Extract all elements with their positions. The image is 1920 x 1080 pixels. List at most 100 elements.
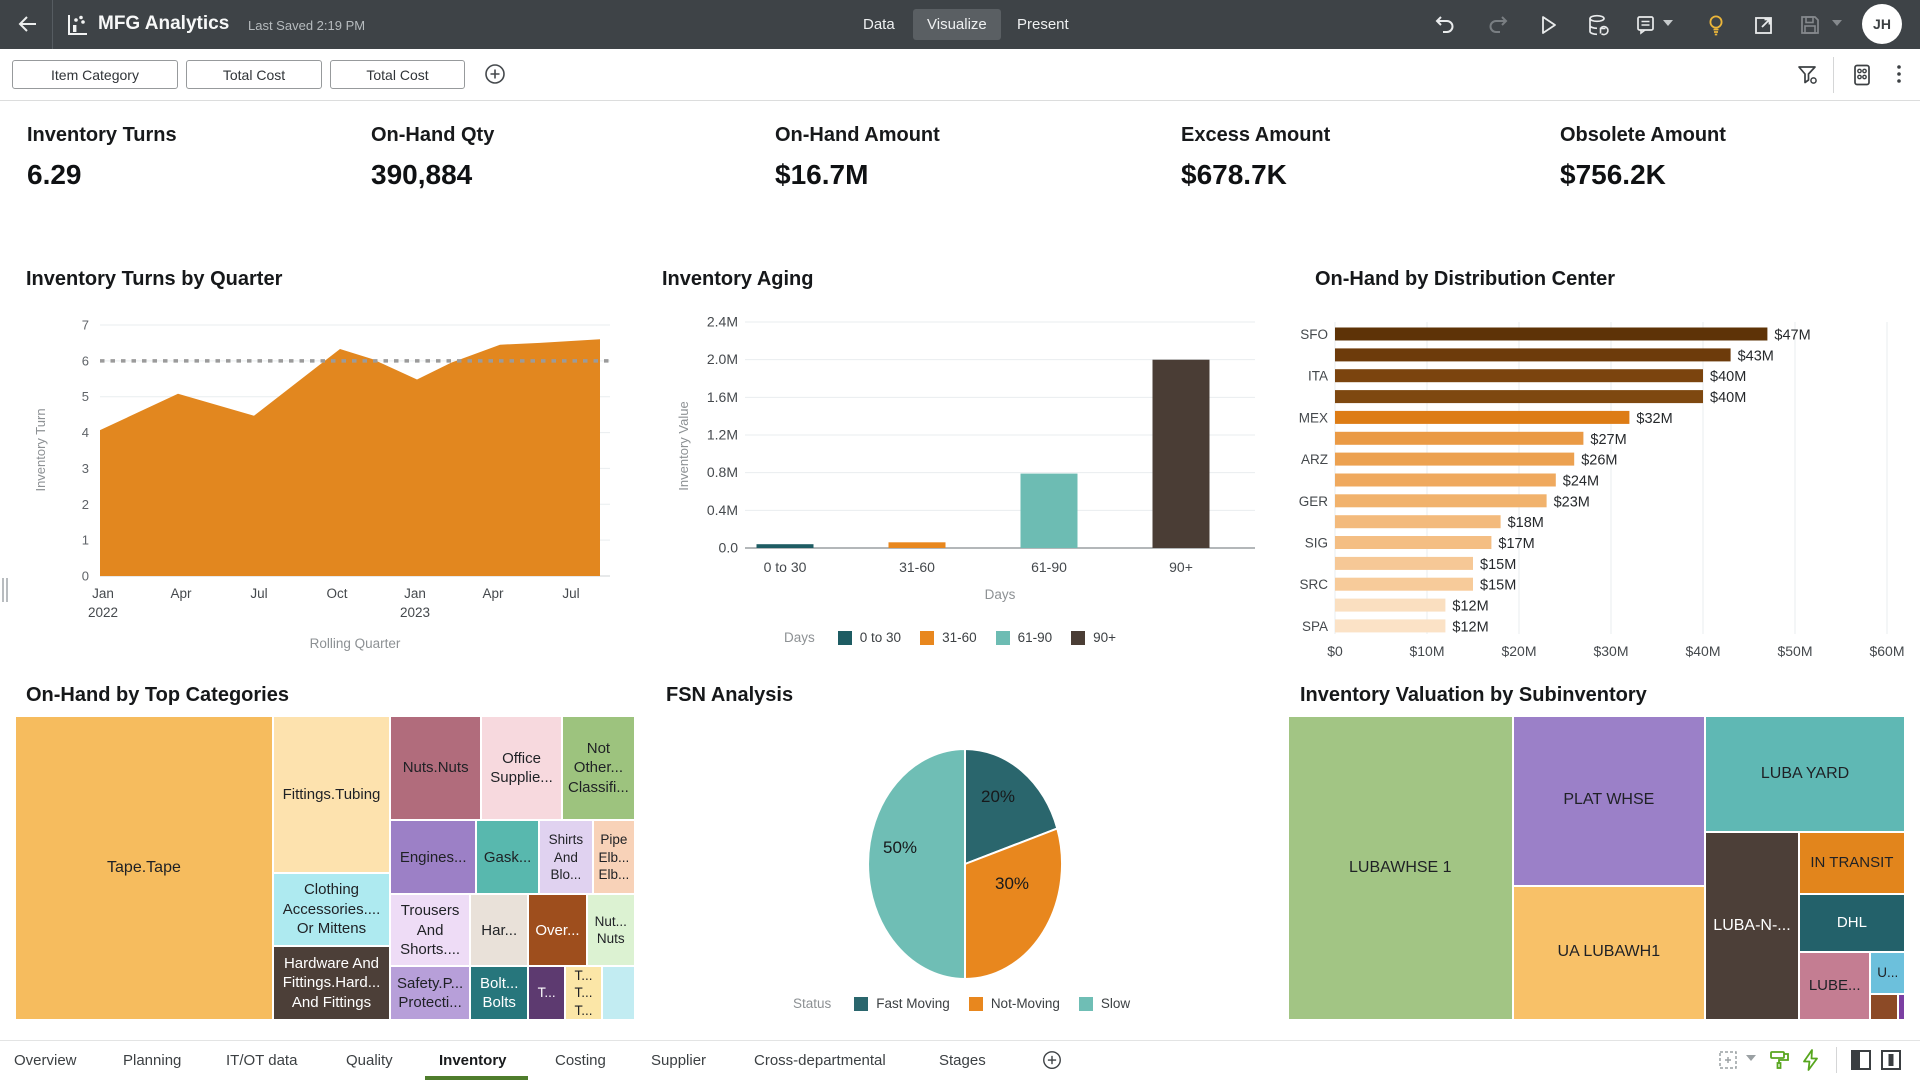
treemap-tile-nut-nuts[interactable]: Nut... Nuts xyxy=(586,894,635,967)
insights-lightbulb-icon[interactable] xyxy=(1704,13,1728,37)
dc-bar-5[interactable] xyxy=(1335,431,1584,445)
canvas-tab-planning[interactable]: Planning xyxy=(123,1041,181,1079)
save-caret-icon[interactable] xyxy=(1832,20,1842,26)
aging-bar-0-to-30[interactable] xyxy=(756,544,814,548)
dc-bar-10[interactable] xyxy=(1335,536,1492,549)
canvas-tab-overview[interactable]: Overview xyxy=(14,1041,77,1079)
canvas-layout-icon[interactable] xyxy=(1716,1048,1740,1072)
treemap-tile-lubawhse-1[interactable]: LUBAWHSE 1 xyxy=(1288,716,1513,1020)
pie-slice-not-moving[interactable] xyxy=(964,827,1064,981)
avatar[interactable]: JH xyxy=(1862,4,1902,44)
dc-bar-11[interactable] xyxy=(1335,556,1473,570)
treemap-tile-tape-tape[interactable]: Tape.Tape xyxy=(15,716,273,1020)
svg-text:Days: Days xyxy=(985,587,1016,602)
dc-bar-3[interactable] xyxy=(1335,390,1703,404)
canvas-layout-caret-icon[interactable] xyxy=(1746,1055,1756,1061)
dc-bar-13[interactable] xyxy=(1335,598,1446,612)
filter-chip-total-cost-2[interactable]: Total Cost xyxy=(330,60,465,89)
filter-settings-icon[interactable] xyxy=(1795,62,1821,88)
canvas-tab-cross-departmental[interactable]: Cross-departmental xyxy=(754,1041,886,1079)
treemap-tile-bolt-bolts[interactable]: Bolt... Bolts xyxy=(470,966,529,1020)
tab-present[interactable]: Present xyxy=(1003,9,1083,40)
treemap-tile-in-transit[interactable]: IN TRANSIT xyxy=(1798,832,1905,894)
back-icon[interactable] xyxy=(14,11,42,39)
preview-play-icon[interactable] xyxy=(1536,13,1560,37)
treemap-tile-engines[interactable]: Engines... xyxy=(390,820,477,895)
dc-bar-0[interactable] xyxy=(1335,327,1768,341)
undo-icon[interactable] xyxy=(1433,13,1457,37)
canvas-tab-inventory[interactable]: Inventory xyxy=(439,1041,507,1079)
treemap-tile-ua-lubawh1[interactable]: UA LUBAWH1 xyxy=(1512,885,1706,1020)
canvas-tab-quality[interactable]: Quality xyxy=(346,1041,393,1079)
right-panel-toggle-icon[interactable] xyxy=(1879,1048,1903,1072)
dc-bar-1[interactable] xyxy=(1335,348,1731,362)
panel-resize-handle[interactable] xyxy=(2,578,10,602)
tab-data[interactable]: Data xyxy=(849,9,909,40)
filter-chip-total-cost-1[interactable]: Total Cost xyxy=(186,60,322,89)
canvas-properties-icon[interactable] xyxy=(1849,62,1875,88)
canvas-tab-costing[interactable]: Costing xyxy=(555,1041,606,1079)
treemap-tile-t-t-t[interactable]: T... T... T... xyxy=(564,966,603,1020)
aging-bar-61-90[interactable] xyxy=(1020,473,1078,548)
treemap-tile-har[interactable]: Har... xyxy=(470,894,529,967)
treemap-tile-over[interactable]: Over... xyxy=(528,894,587,967)
save-icon[interactable] xyxy=(1798,13,1822,37)
chart-title-inventory-aging: Inventory Aging xyxy=(662,268,814,290)
treemap-tile-plat-whse[interactable]: PLAT WHSE xyxy=(1512,716,1706,886)
dc-bar-9[interactable] xyxy=(1335,515,1501,529)
aging-bar-31-60[interactable] xyxy=(888,542,946,548)
canvas-tab-stages[interactable]: Stages xyxy=(939,1041,986,1079)
tab-visualize[interactable]: Visualize xyxy=(913,9,1001,40)
dc-bar-8[interactable] xyxy=(1335,494,1547,508)
comments-icon[interactable] xyxy=(1634,13,1658,37)
treemap-tile-t[interactable]: T... xyxy=(528,966,565,1020)
treemap-tile-trousers-and-shorts[interactable]: Trousers And Shorts.... xyxy=(390,894,471,967)
treemap-tile-dhl[interactable]: DHL xyxy=(1798,893,1905,953)
dc-bar-14[interactable] xyxy=(1335,619,1446,633)
filter-chip-item-category[interactable]: Item Category xyxy=(12,60,178,89)
dc-bar-6[interactable] xyxy=(1335,452,1575,466)
comments-caret-icon[interactable] xyxy=(1663,20,1673,26)
dc-bar-7[interactable] xyxy=(1335,473,1556,487)
format-brush-icon[interactable] xyxy=(1768,1048,1792,1072)
treemap-tile-shirts-and-blo[interactable]: Shirts And Blo... xyxy=(538,820,593,895)
dc-bar-4[interactable] xyxy=(1335,410,1630,424)
treemap-tile-gask[interactable]: Gask... xyxy=(476,820,539,895)
treemap-tile-nuts-nuts[interactable]: Nuts.Nuts xyxy=(390,716,482,821)
treemap-tile-luba-n[interactable]: LUBA-N-... xyxy=(1705,832,1799,1020)
add-filter-icon[interactable] xyxy=(482,62,508,88)
treemap-tile-not-other-classifi[interactable]: Not Other... Classifi... xyxy=(561,716,635,821)
treemap-tile-tile[interactable] xyxy=(602,966,635,1020)
treemap-tile-tile[interactable] xyxy=(1898,994,1905,1020)
treemap-tile-hardware-and-fittings-hard-and-fittings[interactable]: Hardware And Fittings.Hard... And Fittings xyxy=(272,946,391,1020)
add-canvas-icon[interactable] xyxy=(1040,1049,1064,1073)
hbar-chart-distribution-center[interactable]: $0 $10M $20M $30M $40M $50M $60M SFO $47M $43M ITA… xyxy=(1288,296,1916,673)
left-panel-toggle-icon[interactable] xyxy=(1849,1048,1873,1072)
treemap-tile-lube[interactable]: LUBE... xyxy=(1798,952,1871,1020)
pie-chart-fsn[interactable]: 20% 30% 50% xyxy=(660,712,1130,1007)
treemap-tile-clothing-accessories-or-mittens[interactable]: Clothing Accessories.... Or Mittens xyxy=(272,872,391,947)
area-chart-inventory-turns[interactable]: 0 1 2 3 4 5 6 7 Inventory Turn Jan 2022 Apr Jul Oct Ja… xyxy=(25,296,617,665)
canvas-tab-supplier[interactable]: Supplier xyxy=(651,1041,706,1079)
aging-bar-90[interactable] xyxy=(1152,359,1210,548)
dc-bar-2[interactable] xyxy=(1335,369,1703,383)
refresh-data-icon[interactable] xyxy=(1586,13,1610,37)
pie-slice-slow[interactable] xyxy=(867,747,966,981)
pie-slice-fast-moving[interactable] xyxy=(964,747,1059,866)
more-options-icon[interactable] xyxy=(1886,62,1912,88)
treemap-tile-fittings-tubing[interactable]: Fittings.Tubing xyxy=(272,716,391,873)
bar-chart-inventory-aging[interactable]: 0.0 0.4M 0.8M 1.2M 1.6M 2.0M 2.4M 0 to 30 31-60 6… xyxy=(648,296,1280,631)
treemap-tile-office-supplie[interactable]: Office Supplie... xyxy=(481,716,562,821)
treemap-tile-luba-yard[interactable]: LUBA YARD xyxy=(1705,716,1905,833)
dc-bar-12[interactable] xyxy=(1335,577,1473,591)
treemap-tile-pipe-elb-elb[interactable]: Pipe Elb... Elb... xyxy=(592,820,635,895)
treemap-tile-tile[interactable] xyxy=(1870,994,1899,1020)
area-series-inventory-turn[interactable] xyxy=(100,339,600,576)
redo-icon[interactable] xyxy=(1486,13,1510,37)
treemap-tile-safety-p-protecti[interactable]: Safety.P... Protecti... xyxy=(390,966,471,1020)
open-in-new-icon[interactable] xyxy=(1752,13,1776,37)
treemap-tile-u[interactable]: U... xyxy=(1870,952,1905,995)
legend-swatch xyxy=(968,996,983,1011)
auto-insights-icon[interactable] xyxy=(1799,1048,1823,1072)
canvas-tab-itot-data[interactable]: IT/OT data xyxy=(226,1041,297,1079)
